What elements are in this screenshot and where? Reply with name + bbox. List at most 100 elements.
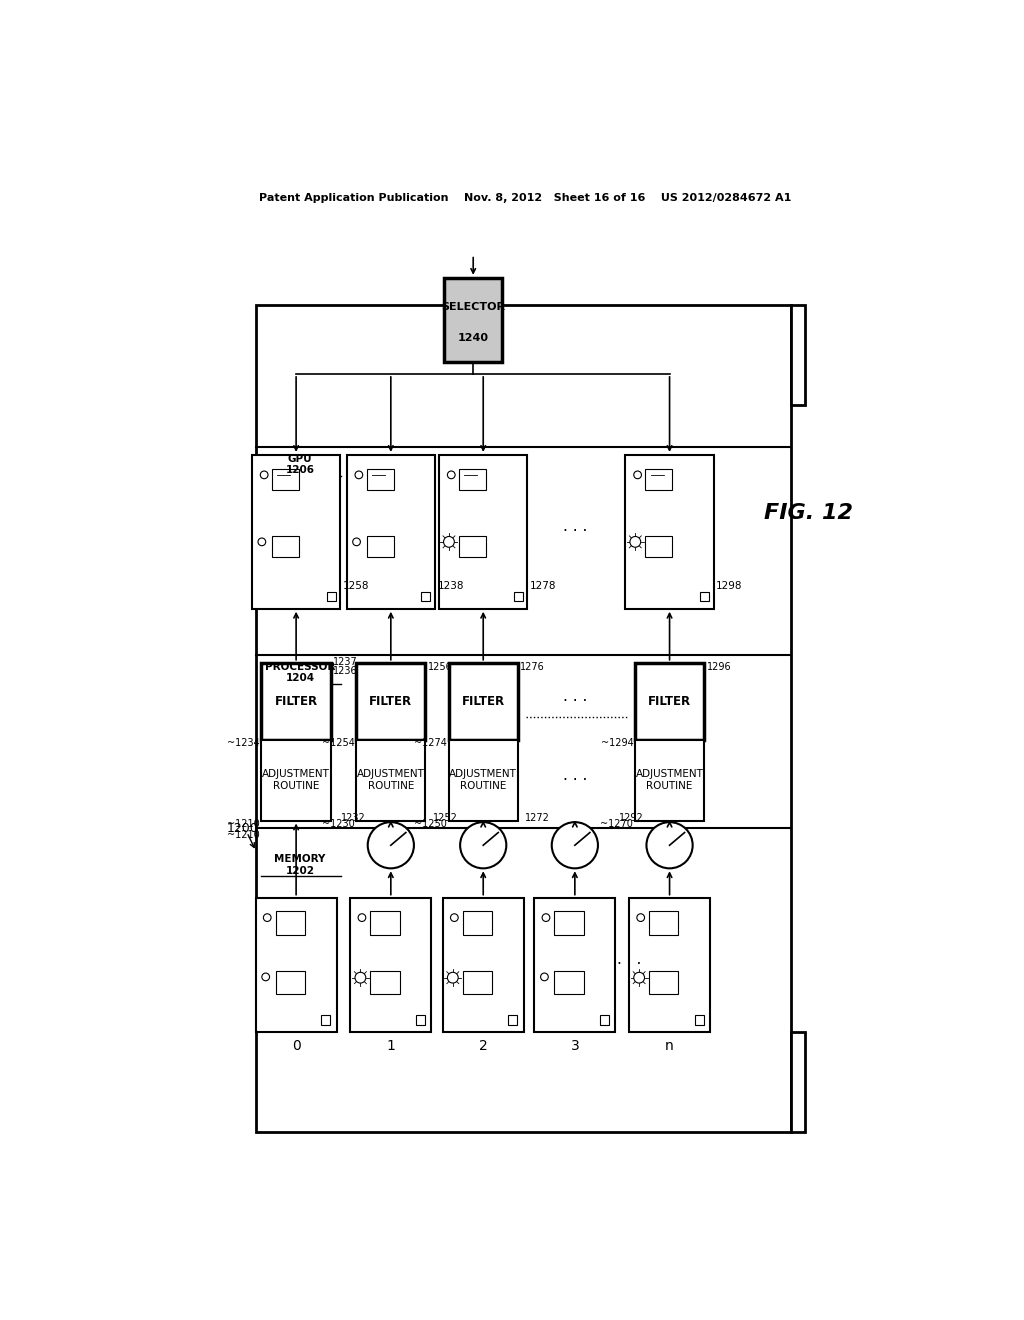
Text: ~1250: ~1250 [414,818,447,829]
Text: 1232: 1232 [341,813,366,822]
Text: MEMORY: MEMORY [274,854,326,865]
Circle shape [460,822,506,869]
Circle shape [447,973,458,983]
Bar [356,739,425,821]
Bar [508,1015,517,1024]
Text: 1236: 1236 [333,667,357,676]
Bar [261,739,331,821]
Bar [371,911,399,935]
Bar [449,663,518,739]
Text: GPU: GPU [288,454,312,463]
Text: PROCESSOR: PROCESSOR [265,661,335,672]
Circle shape [630,536,641,548]
Bar [322,1015,331,1024]
Text: ~1210: ~1210 [227,818,260,829]
Bar [626,455,714,609]
Bar [275,911,305,935]
Text: Patent Application Publication    Nov. 8, 2012   Sheet 16 of 16    US 2012/02846: Patent Application Publication Nov. 8, 2… [259,194,791,203]
Bar [645,469,672,490]
Bar [449,739,518,821]
Text: · · ·: · · · [562,524,587,540]
Text: 1: 1 [386,1039,395,1053]
Bar [271,536,299,557]
Bar [649,970,679,994]
Circle shape [447,471,455,479]
Text: ADJUSTMENT
ROUTINE: ADJUSTMENT ROUTINE [357,770,425,791]
Bar [792,305,805,405]
Bar [514,591,523,601]
Bar [700,591,710,601]
Text: 1200: 1200 [226,822,258,834]
Bar [554,970,584,994]
Text: n: n [666,1039,674,1053]
Circle shape [542,913,550,921]
Bar [629,898,710,1032]
Bar [439,455,527,609]
Bar [600,1015,609,1024]
Circle shape [541,973,548,981]
Bar [252,455,340,609]
Text: FILTER: FILTER [370,694,413,708]
Text: ADJUSTMENT
ROUTINE: ADJUSTMENT ROUTINE [636,770,703,791]
Bar [356,663,425,739]
Bar [271,469,299,490]
Bar [463,970,493,994]
Circle shape [646,822,692,869]
Text: 2: 2 [479,1039,487,1053]
Bar [635,739,705,821]
Circle shape [634,471,641,479]
Bar [371,970,399,994]
Text: 1292: 1292 [620,813,644,822]
Text: 1252: 1252 [433,813,458,822]
Bar [694,1015,703,1024]
Circle shape [637,913,644,921]
Text: SELECTOR: SELECTOR [441,302,505,312]
Circle shape [368,822,414,869]
Circle shape [262,973,269,981]
Circle shape [552,822,598,869]
Circle shape [634,973,644,983]
Bar [463,911,493,935]
Bar [256,898,337,1032]
Text: ~1274: ~1274 [414,738,447,748]
Text: ~1294: ~1294 [601,738,634,748]
Text: 1204: 1204 [286,673,314,684]
Text: 3: 3 [570,1039,580,1053]
Circle shape [451,913,458,921]
Bar [459,536,486,557]
Bar [367,469,393,490]
Bar [346,455,435,609]
Bar [459,469,486,490]
Text: ~1254: ~1254 [322,738,354,748]
Circle shape [355,471,362,479]
Text: 1298: 1298 [716,581,742,591]
Bar [367,536,393,557]
Text: 0: 0 [292,1039,300,1053]
Text: 1237: 1237 [333,657,357,667]
Text: 1256: 1256 [428,663,453,672]
Text: ADJUSTMENT
ROUTINE: ADJUSTMENT ROUTINE [450,770,517,791]
Bar [327,591,336,601]
Text: 1296: 1296 [707,663,731,672]
Text: 1206: 1206 [286,465,314,475]
Bar [421,591,430,601]
Text: · · ·: · · · [562,772,587,788]
Text: FIG. 12: FIG. 12 [764,503,853,523]
Bar [350,898,431,1032]
Bar [444,277,502,363]
Bar [535,898,615,1032]
Text: · · ·: · · · [562,694,587,709]
Circle shape [258,539,265,545]
Bar [792,1032,805,1133]
Bar [275,970,305,994]
Bar [554,911,584,935]
Bar [261,663,331,739]
Text: ~1234: ~1234 [227,738,260,748]
Bar [256,305,792,1133]
Text: 1272: 1272 [524,813,550,822]
Text: ~1210: ~1210 [227,829,260,840]
Bar [645,536,672,557]
Text: 1238: 1238 [437,581,464,591]
Circle shape [260,471,268,479]
Text: ~1270: ~1270 [600,818,634,829]
